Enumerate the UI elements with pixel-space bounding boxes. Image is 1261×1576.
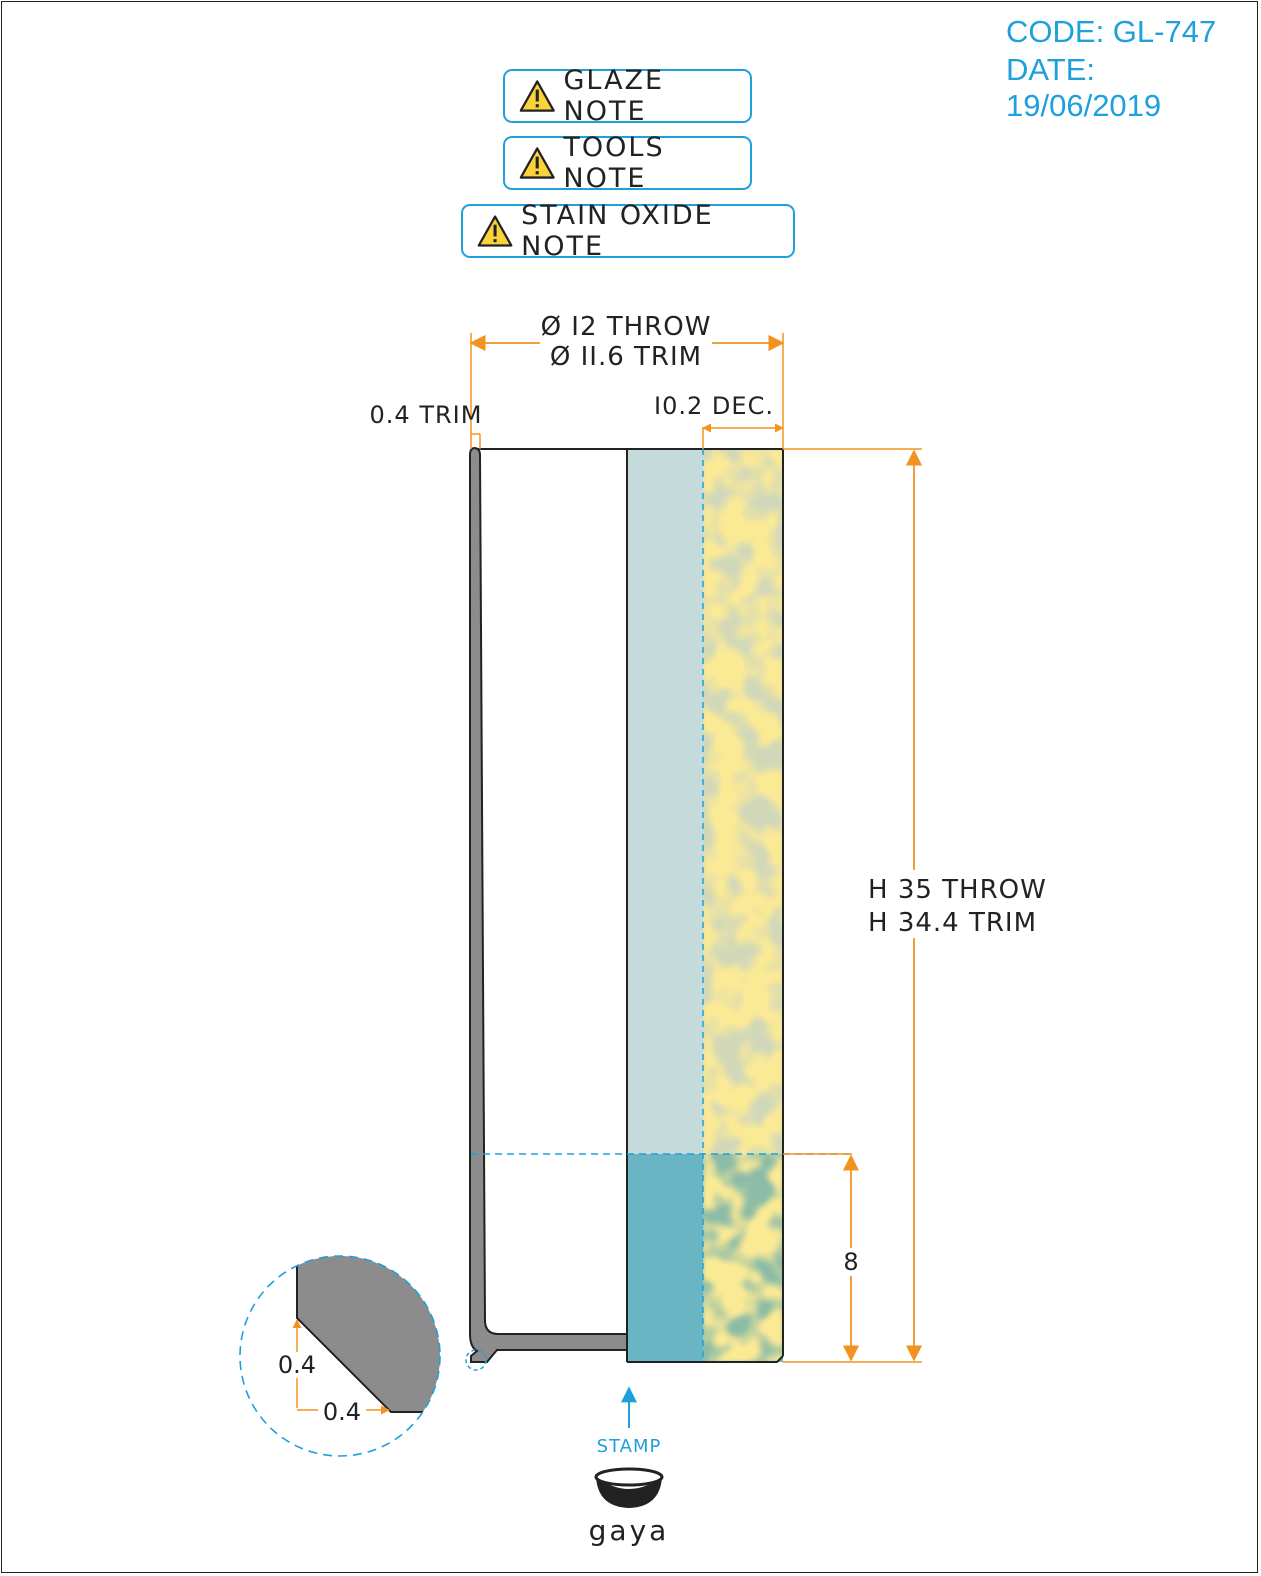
wall-trim-label: 0.4 TRIM (370, 401, 483, 429)
stain-oxide-note-label: STAIN OXIDE NOTE (521, 200, 714, 262)
detail-horizontal-label: 0.4 (323, 1398, 361, 1426)
wall-profile (469, 446, 628, 1363)
detail-vertical-label: 0.4 (278, 1351, 316, 1379)
tools-note-button[interactable]: TOOLS NOTE (503, 132, 752, 194)
drawing-date: DATE: 19/06/2019 (1006, 52, 1162, 123)
glaze-note-label: GLAZE NOTE (563, 65, 665, 127)
decoration-stain (703, 449, 782, 1362)
warning-icon (519, 80, 555, 112)
warning-icon (477, 215, 513, 247)
height-trim-label: H 34.4 TRIM (868, 908, 1037, 938)
gaya-logo: gaya (589, 1467, 670, 1547)
tools-note-label: TOOLS NOTE (563, 132, 665, 194)
decoration-label: I0.2 DEC. (654, 392, 774, 420)
chamfer-detail: 0.4 0.4 (239, 1255, 441, 1457)
stain-oxide-note-button[interactable]: STAIN OXIDE NOTE (461, 200, 795, 262)
base-line (627, 1355, 784, 1363)
glaze-note-button[interactable]: GLAZE NOTE (503, 65, 752, 127)
height-throw-label: H 35 THROW (868, 875, 1047, 905)
diameter-throw-label: Ø I2 THROW (541, 312, 712, 342)
warning-icon (519, 147, 555, 179)
diameter-trim-label: Ø II.6 TRIM (550, 342, 702, 372)
detail-marker (465, 1349, 487, 1371)
glaze-band-label: 8 (843, 1248, 858, 1276)
brand-name: gaya (589, 1514, 670, 1547)
product-code: CODE: GL-747 (1006, 14, 1217, 49)
stamp-label: STAMP (597, 1436, 662, 1457)
